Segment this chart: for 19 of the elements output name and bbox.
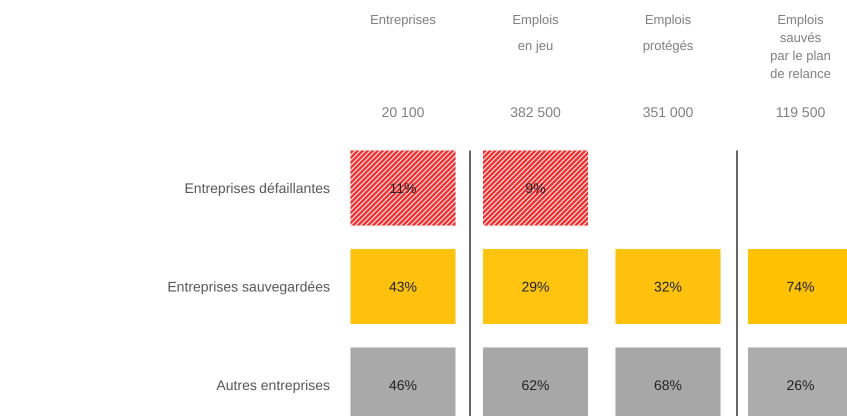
x-tick-label: Emplois sauvés par le plan de relance [770, 12, 831, 81]
y-tick-label: Autres entreprises [216, 377, 330, 393]
data-label: 26% [786, 377, 815, 393]
data-label: 68% [654, 377, 682, 393]
data-label: 62% [521, 377, 550, 393]
x-tick-label: Emplois en jeu [512, 12, 560, 53]
text: 382 500 [510, 104, 561, 120]
text: 351 000 [642, 104, 694, 120]
data-label: 29% [521, 278, 550, 294]
y-tick-label: Entreprises défaillantes [184, 180, 330, 196]
x-tick-label: Emplois protégés [642, 12, 694, 53]
data-label: 46% [388, 377, 418, 393]
y-tick-label: Entreprises sauvegardées [167, 278, 330, 294]
data-label: 74% [786, 278, 815, 294]
x-tick-label: Entreprises [370, 12, 436, 27]
text: 119 500 [776, 104, 826, 120]
data-label: 43% [388, 278, 418, 294]
text: 20 100 [382, 104, 424, 120]
data-label: 32% [654, 278, 682, 294]
